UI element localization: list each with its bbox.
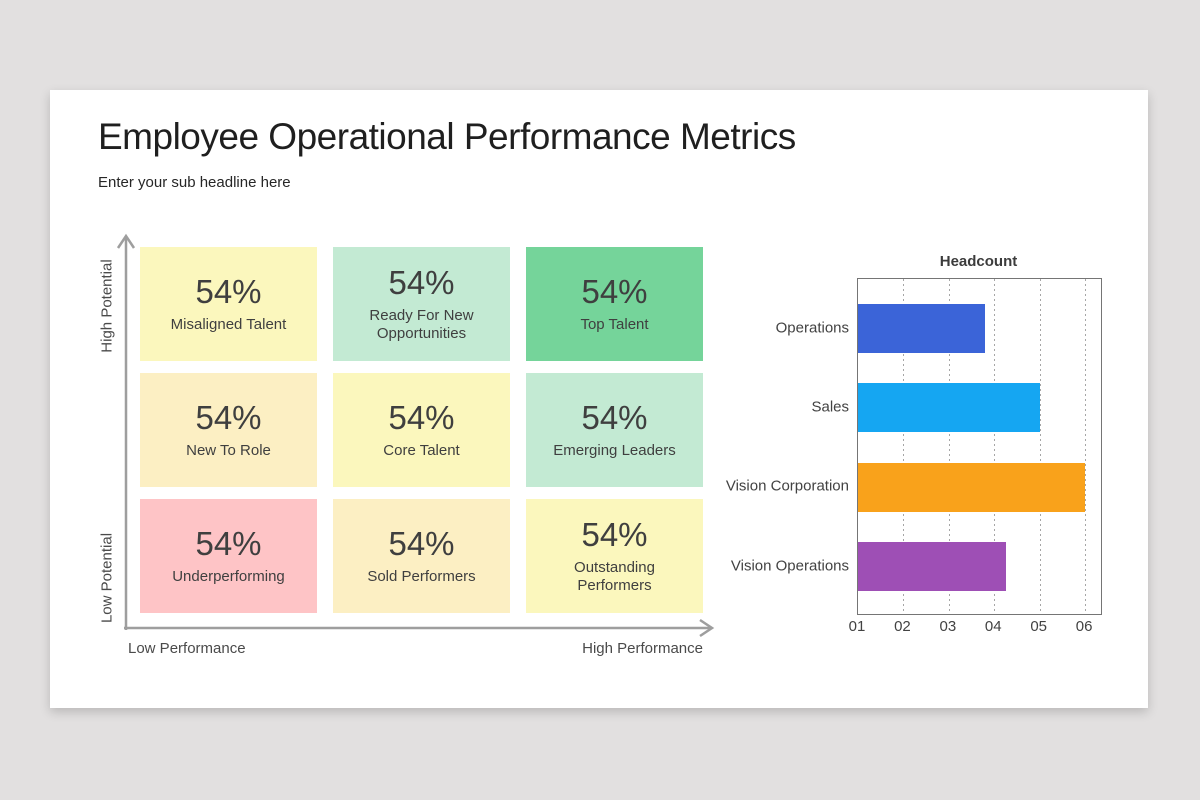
x-tick-label: 01 xyxy=(848,618,866,635)
bar-operations xyxy=(858,304,986,353)
cell-value: 54% xyxy=(195,272,262,310)
matrix-cell-top-talent: 54% Top Talent xyxy=(526,247,703,361)
matrix-cell-ready-for-new-opportunities: 54% Ready For New Opportunities xyxy=(333,247,510,361)
x-tick-label: 06 xyxy=(1075,618,1093,635)
cell-value: 54% xyxy=(581,272,648,310)
gridline xyxy=(994,279,996,614)
x-tick-label: 03 xyxy=(939,618,957,635)
cell-value: 54% xyxy=(195,398,262,436)
cell-label: Outstanding Performers xyxy=(574,558,655,594)
matrix-cell-core-talent: 54% Core Talent xyxy=(333,373,510,487)
matrix-cell-new-to-role: 54% New To Role xyxy=(140,373,317,487)
cell-value: 54% xyxy=(388,398,455,436)
cell-label: Misaligned Talent xyxy=(170,315,287,333)
cell-label: Ready For New Opportunities xyxy=(369,306,474,342)
x-tick-label: 04 xyxy=(984,618,1002,635)
cell-value: 54% xyxy=(388,524,455,562)
cell-label: Sold Performers xyxy=(367,567,476,585)
chart-title: Headcount xyxy=(939,253,1018,270)
gridline xyxy=(1039,279,1041,614)
headcount-chart-plot xyxy=(857,278,1102,615)
slide-canvas: Employee Operational Performance Metrics… xyxy=(50,90,1148,708)
cell-value: 54% xyxy=(581,515,648,553)
x-tick-label: 05 xyxy=(1030,618,1048,635)
gridline xyxy=(903,279,905,614)
x-axis-arrow-icon xyxy=(699,618,715,638)
x-tick-label: 02 xyxy=(894,618,911,635)
category-label: Vision Operations xyxy=(730,557,849,575)
x-axis-label-low-performance: Low Performance xyxy=(128,640,246,657)
cell-label: Underperforming xyxy=(172,567,285,585)
page-subtitle: Enter your sub headline here xyxy=(98,174,291,191)
page-title: Employee Operational Performance Metrics xyxy=(98,116,796,157)
cell-label: Top Talent xyxy=(580,315,649,333)
gridline xyxy=(948,279,950,614)
cell-label: Emerging Leaders xyxy=(553,441,676,459)
category-label: Sales xyxy=(811,398,849,416)
talent-matrix: 54% Misaligned Talent 54% Ready For New … xyxy=(140,247,703,613)
category-label: Vision Corporation xyxy=(725,477,849,495)
matrix-cell-misaligned-talent: 54% Misaligned Talent xyxy=(140,247,317,361)
bar-vision-operations xyxy=(858,542,1006,592)
cell-value: 54% xyxy=(581,398,648,436)
gridline xyxy=(1085,279,1087,614)
y-axis-arrow-icon xyxy=(116,233,136,249)
y-axis-label-low-potential: Low Potential xyxy=(98,532,116,624)
matrix-cell-outstanding-performers: 54% Outstanding Performers xyxy=(526,499,703,613)
y-axis-label-high-potential: High Potential xyxy=(98,259,116,353)
bar-sales xyxy=(858,383,1040,433)
category-label: Operations xyxy=(775,319,849,336)
cell-label: New To Role xyxy=(186,441,271,459)
cell-value: 54% xyxy=(388,263,455,301)
cell-label: Core Talent xyxy=(383,441,460,459)
bar-vision-corporation xyxy=(858,462,1086,512)
x-axis-label-high-performance: High Performance xyxy=(582,640,703,657)
matrix-cell-emerging-leaders: 54% Emerging Leaders xyxy=(526,373,703,487)
matrix-cell-sold-performers: 54% Sold Performers xyxy=(333,499,510,613)
matrix-cell-underperforming: 54% Underperforming xyxy=(140,499,317,613)
cell-value: 54% xyxy=(195,524,262,562)
